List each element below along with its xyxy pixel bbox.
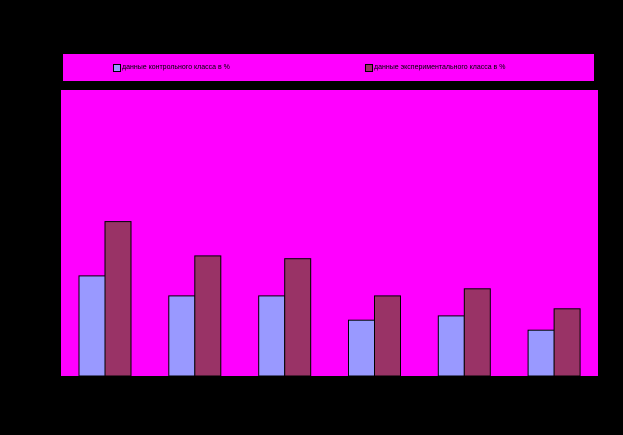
plot-area (61, 90, 598, 376)
bar-experimental-2 (194, 255, 222, 377)
bar-experimental-4 (374, 295, 401, 377)
legend-background (63, 54, 594, 81)
legend-swatch-experimental (365, 64, 373, 72)
bar-group (78, 221, 581, 377)
bar-control-1 (78, 275, 106, 377)
bar-control-3 (258, 295, 286, 377)
bar-experimental-3 (284, 258, 312, 377)
legend: данные контрольного класса в % данные эк… (63, 54, 594, 81)
legend-label-control: данные контрольного класса в % (122, 64, 230, 71)
bar-control-5 (437, 315, 465, 377)
bar-control-6 (527, 329, 555, 377)
bar-experimental-6 (553, 308, 581, 377)
bar-experimental-5 (463, 288, 491, 377)
legend-label-experimental: данные экспериментального класса в % (374, 64, 506, 71)
legend-item-control: данные контрольного класса в % (113, 63, 230, 73)
bar-experimental-1 (104, 221, 132, 377)
legend-swatch-control (113, 64, 121, 72)
legend-item-experimental: данные экспериментального класса в % (365, 63, 505, 73)
bar-control-2 (168, 295, 196, 377)
bar-control-4 (348, 319, 375, 377)
